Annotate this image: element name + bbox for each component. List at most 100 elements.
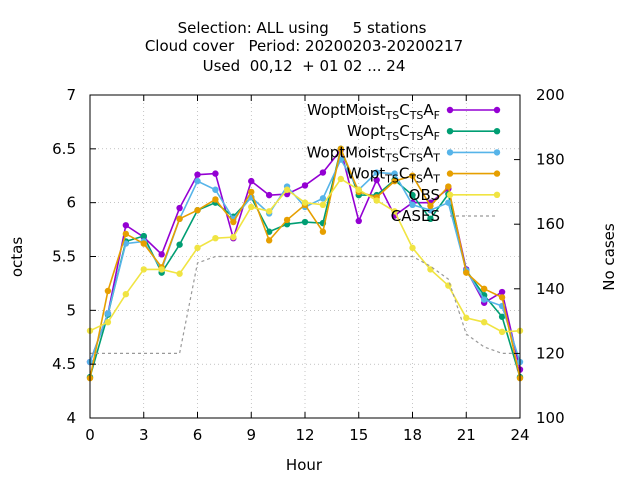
legend-swatch-marker [493,149,501,156]
data-point [301,182,309,189]
data-point [265,208,273,215]
y2-axis-label: No cases [600,223,618,291]
data-point [230,233,237,241]
data-point [391,170,398,177]
y2-tick-label: 140 [536,280,565,298]
y2-tick-label: 120 [536,344,565,362]
data-point [463,269,470,276]
data-point [319,195,327,202]
data-point [140,266,147,273]
data-point [104,287,112,295]
chart-title-line-3: Used 00,12 + 01 02 ... 24 [203,57,406,75]
data-point [283,216,291,224]
legend-swatch-marker [493,191,501,198]
legend-label: WoptTSCTSAT [347,165,441,186]
data-point [319,201,327,209]
data-point [194,207,201,214]
data-point [194,244,201,252]
legend-entry: OBS [409,186,501,204]
y2-tick-label: 200 [536,86,565,104]
legend-swatch-marker [493,128,501,135]
legend: WoptMoistTSCTSAFWoptTSCTSAFWoptMoistTSCT… [307,101,501,225]
data-point [337,145,345,153]
x-tick-label: 3 [139,426,149,444]
legend-swatch-marker [446,191,454,198]
data-point [355,186,362,193]
data-point [212,186,219,193]
legend-swatch-marker [446,128,454,135]
legend-swatch-marker [446,170,454,177]
x-tick-label: 18 [403,426,422,444]
y2-tick-label: 100 [536,409,565,427]
data-point [212,170,219,177]
data-point [283,186,291,193]
data-point [391,208,398,215]
data-point [445,199,452,206]
chart-title-line-2: Cloud cover Period: 20200203-20200217 [145,37,463,55]
data-point [248,203,255,211]
data-point [498,328,506,336]
data-point [176,215,183,223]
data-point [319,169,327,176]
legend-label: OBS [409,186,440,204]
series-cases [90,255,520,354]
data-point [230,218,237,226]
data-point [319,228,327,235]
data-point [373,197,380,204]
y-tick-label: 7 [66,86,76,104]
y-tick-label: 6 [66,194,76,212]
data-point [409,172,416,179]
legend-swatch-marker [493,106,501,114]
data-point [140,232,147,240]
y2-tick-label: 180 [536,151,565,169]
data-point [373,176,380,184]
y-tick-label: 5.5 [52,248,76,266]
legend-label: WoptTSCTSAF [347,122,440,143]
x-axis-label: Hour [286,456,323,474]
data-point [409,244,416,252]
data-point [104,310,112,317]
data-point [480,285,488,292]
data-point [176,204,183,212]
data-point [301,199,309,206]
data-point [122,222,130,229]
data-point [194,177,201,185]
data-point [409,191,416,199]
data-point [445,282,452,289]
data-point [122,230,130,238]
data-point [212,234,219,242]
legend-label: WoptMoistTSCTSAF [307,101,440,122]
data-point [104,318,112,326]
data-point [212,196,219,203]
x-tick-label: 0 [85,426,95,444]
legend-swatch-marker [446,149,454,156]
data-point [498,313,506,320]
y-tick-label: 4 [66,409,76,427]
data-point [480,296,488,303]
data-point [265,191,273,199]
legend-label: WoptMoistTSCTSAT [307,143,441,164]
x-tick-label: 6 [193,426,203,444]
data-point [445,183,452,190]
y-tick-label: 5 [66,301,76,319]
legend-entry: WoptTSCTSAF [347,122,501,143]
data-point [265,237,273,244]
series-line [90,255,520,354]
series-wopt-tsc-tsa-f [86,145,524,381]
legend-entry: WoptMoistTSCTSAT [307,143,501,164]
y2-tick-label: 160 [536,215,565,233]
data-point [301,218,309,226]
data-point [427,215,434,223]
data-point [248,177,255,185]
legend-label: CASES [391,207,440,225]
data-point [463,314,470,322]
y-tick-label: 4.5 [52,355,76,373]
data-point [265,228,273,235]
legend-entry: WoptMoistTSCTSAF [307,101,501,122]
data-point [176,241,183,248]
data-point [373,169,380,176]
data-point [194,171,201,178]
legend-swatch-marker [446,106,454,114]
x-tick-label: 24 [510,426,529,444]
data-point [498,294,506,301]
